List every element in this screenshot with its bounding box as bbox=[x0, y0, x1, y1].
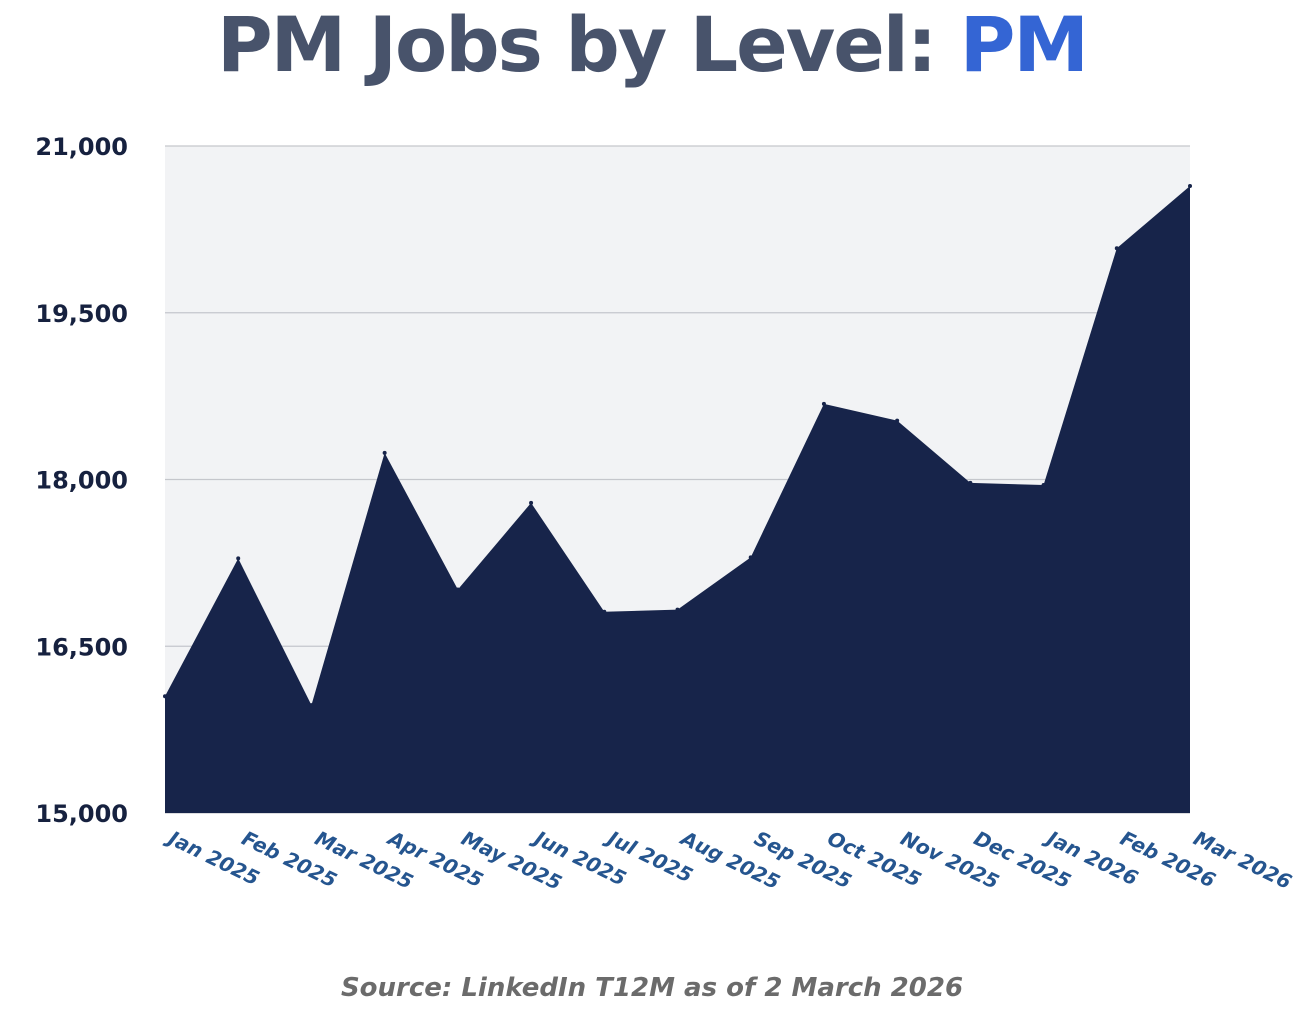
data-point bbox=[309, 703, 314, 708]
y-tick-label: 16,500 bbox=[35, 633, 128, 661]
data-point bbox=[675, 607, 680, 612]
series-area bbox=[165, 186, 1190, 813]
chart-title-text: PM Jobs by Level: bbox=[216, 0, 937, 89]
data-point bbox=[1188, 184, 1192, 189]
data-points bbox=[163, 184, 1192, 708]
data-point bbox=[455, 587, 460, 592]
source-note: Source: LinkedIn T12M as of 2 March 2026 bbox=[340, 973, 964, 1003]
data-point bbox=[602, 609, 607, 614]
data-point bbox=[236, 556, 241, 561]
data-point bbox=[529, 500, 534, 505]
y-tick-label: 15,000 bbox=[35, 800, 128, 828]
chart-title: PM Jobs by Level: PM bbox=[0, 0, 1304, 90]
data-point bbox=[163, 694, 167, 699]
data-point bbox=[1114, 246, 1119, 251]
data-point bbox=[968, 480, 973, 485]
chart-title-highlight: PM bbox=[959, 0, 1089, 89]
data-point bbox=[821, 401, 826, 406]
y-tick-label: 19,500 bbox=[35, 300, 128, 328]
data-point bbox=[748, 555, 753, 560]
data-point bbox=[1041, 483, 1046, 488]
data-point bbox=[382, 450, 387, 455]
y-tick-label: 18,000 bbox=[35, 467, 128, 495]
y-axis: 15,000 16,500 18,000 19,500 21,000 bbox=[35, 133, 128, 828]
y-tick-label: 21,000 bbox=[35, 133, 128, 161]
data-point bbox=[895, 418, 900, 423]
area-chart: 15,000 16,500 18,000 19,500 21,000 Jan 2025F… bbox=[35, 133, 1295, 895]
